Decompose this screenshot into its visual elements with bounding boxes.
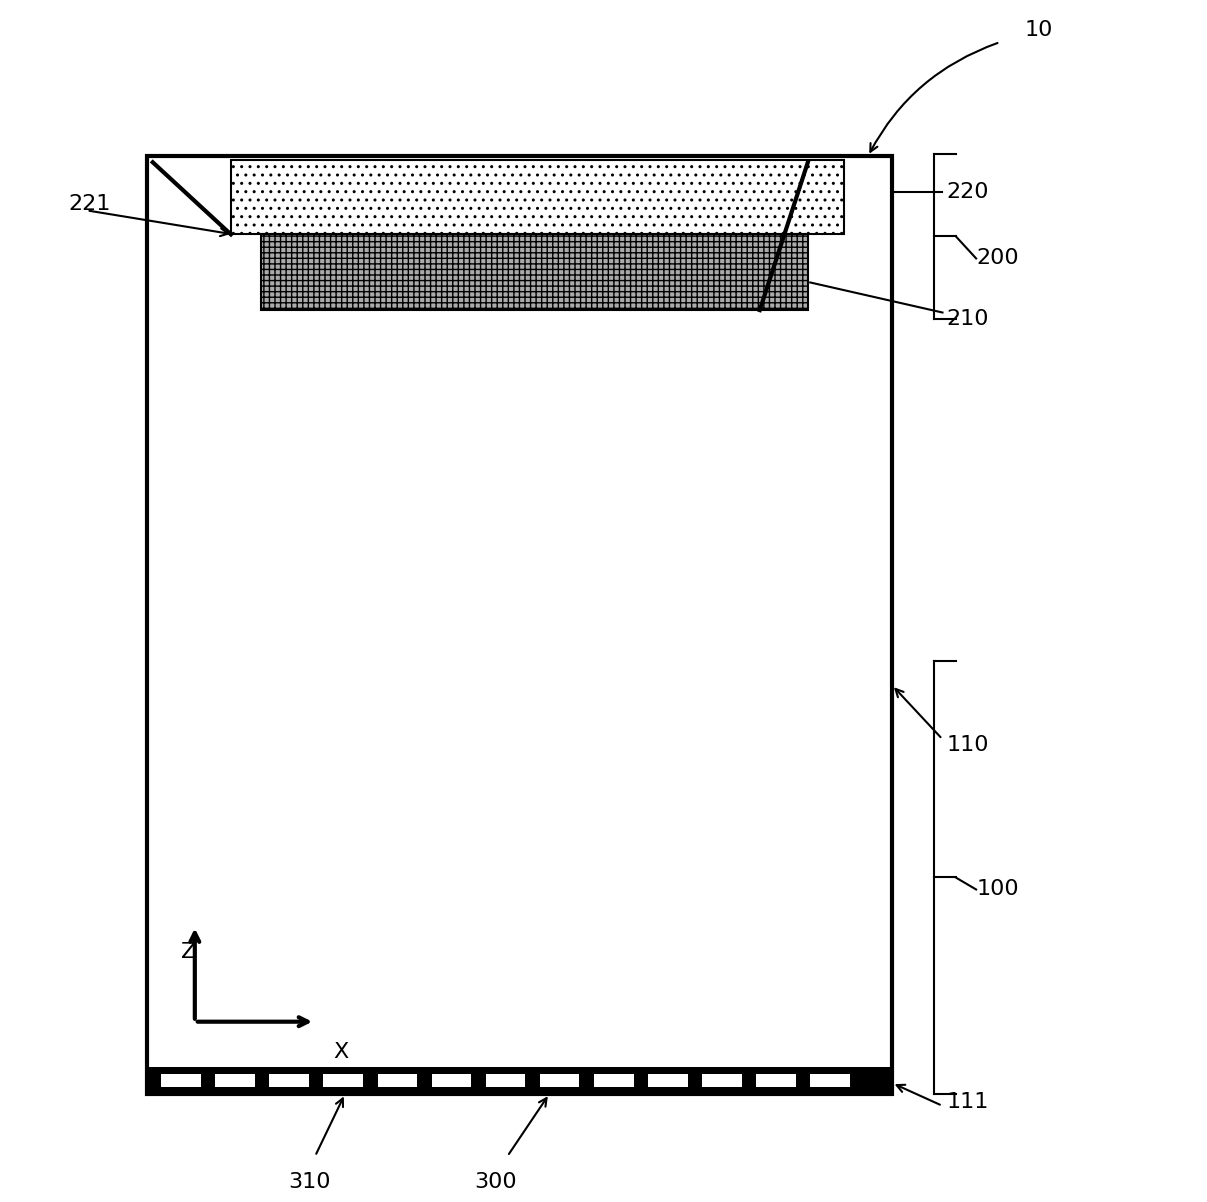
Bar [540, 1073, 579, 1088]
Bar [810, 1073, 850, 1088]
Bar [215, 1073, 255, 1088]
Text: 300: 300 [474, 1172, 517, 1192]
Text: Z: Z [181, 941, 197, 962]
Bar [147, 156, 892, 1094]
Bar [756, 1073, 795, 1088]
Text: 221: 221 [69, 195, 111, 214]
Bar [261, 234, 807, 310]
Bar [231, 160, 844, 234]
Bar [147, 1067, 892, 1094]
Bar [702, 1073, 742, 1088]
Bar [378, 1073, 418, 1088]
Bar [269, 1073, 309, 1088]
Bar [432, 1073, 471, 1088]
Bar [648, 1073, 688, 1088]
Text: 310: 310 [287, 1172, 331, 1192]
Bar [594, 1073, 634, 1088]
Bar [162, 1073, 200, 1088]
Bar [323, 1073, 363, 1088]
Text: X: X [333, 1042, 349, 1061]
Text: 110: 110 [946, 736, 989, 755]
Text: 200: 200 [976, 249, 1019, 268]
Bar [485, 1073, 525, 1088]
Text: 220: 220 [946, 183, 989, 202]
Text: 210: 210 [946, 309, 989, 328]
Text: 100: 100 [976, 880, 1019, 899]
Text: 10: 10 [1025, 20, 1053, 40]
Text: 111: 111 [946, 1091, 989, 1112]
